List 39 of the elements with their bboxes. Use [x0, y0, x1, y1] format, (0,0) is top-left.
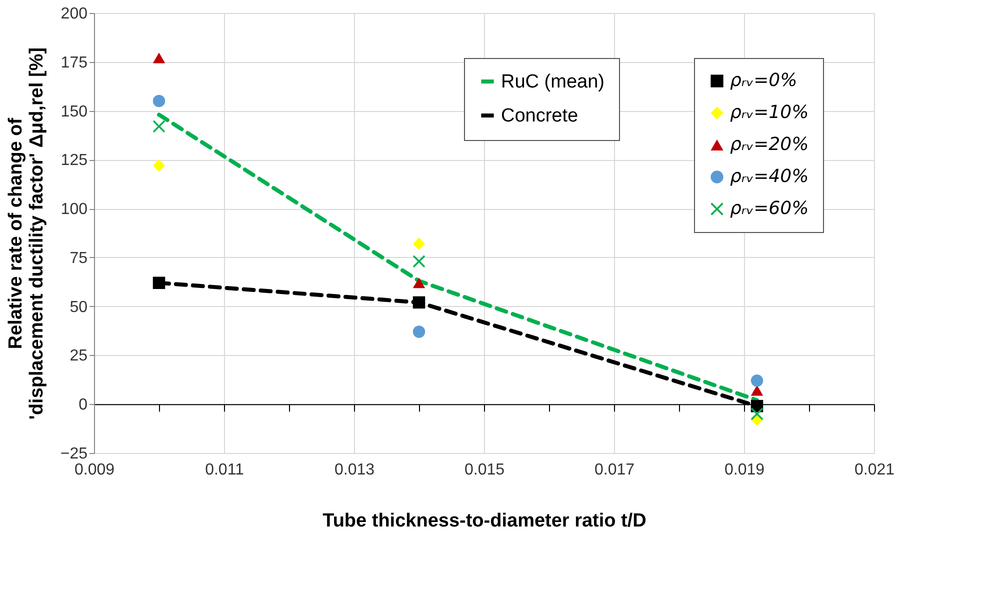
- x-tick-label: 0.011: [205, 462, 244, 478]
- y-tick-label: 50: [70, 298, 88, 316]
- point: [412, 296, 426, 309]
- legend-label: ρᵣᵥ=60%: [730, 198, 809, 219]
- point: [750, 374, 764, 387]
- y-tick-label: 200: [60, 6, 88, 22]
- y-tick-label: 100: [60, 201, 88, 218]
- point: [412, 255, 426, 268]
- y-tick-label: 175: [60, 54, 88, 72]
- y-tick-label: 125: [60, 152, 88, 170]
- legend-label: ρᵣᵥ=20%: [730, 134, 809, 155]
- x-tick-label: 0.021: [854, 462, 895, 478]
- y-tick-label: 0: [78, 396, 88, 414]
- legend-label: Concrete: [501, 106, 578, 126]
- y-tick-label: 25: [70, 348, 88, 365]
- legend-label: ρᵣᵥ=0%: [730, 70, 798, 91]
- point: [152, 94, 166, 108]
- y-tick-label: −25: [60, 446, 88, 462]
- point: [412, 326, 426, 338]
- point: [750, 408, 764, 420]
- x-tick-label: 0.017: [594, 462, 635, 478]
- legend-label: ρᵣᵥ=40%: [730, 166, 809, 187]
- x-tick-label: 0.009: [74, 462, 115, 478]
- legend-label: RuC (mean): [501, 72, 604, 92]
- point: [152, 52, 166, 64]
- x-tick-label: 0.019: [724, 462, 765, 478]
- x-tick-label: 0.015: [464, 462, 505, 478]
- point: [412, 278, 426, 288]
- legend-label: ρᵣᵥ=10%: [730, 102, 809, 123]
- y-tick-label: 150: [60, 103, 88, 120]
- point: [412, 238, 426, 250]
- point: [750, 385, 764, 396]
- x-tick-label: 0.013: [334, 462, 375, 478]
- point: [152, 276, 166, 289]
- x-axis-title: Tube thickness-to-diameter ratio t/D: [322, 510, 646, 532]
- y-tick-label: 75: [70, 250, 88, 267]
- point: [152, 120, 166, 133]
- y-axis-title: Relative rate of change of 'displacement ductility factor' Δμd,rel [%]: [5, 47, 48, 420]
- point: [152, 159, 166, 172]
